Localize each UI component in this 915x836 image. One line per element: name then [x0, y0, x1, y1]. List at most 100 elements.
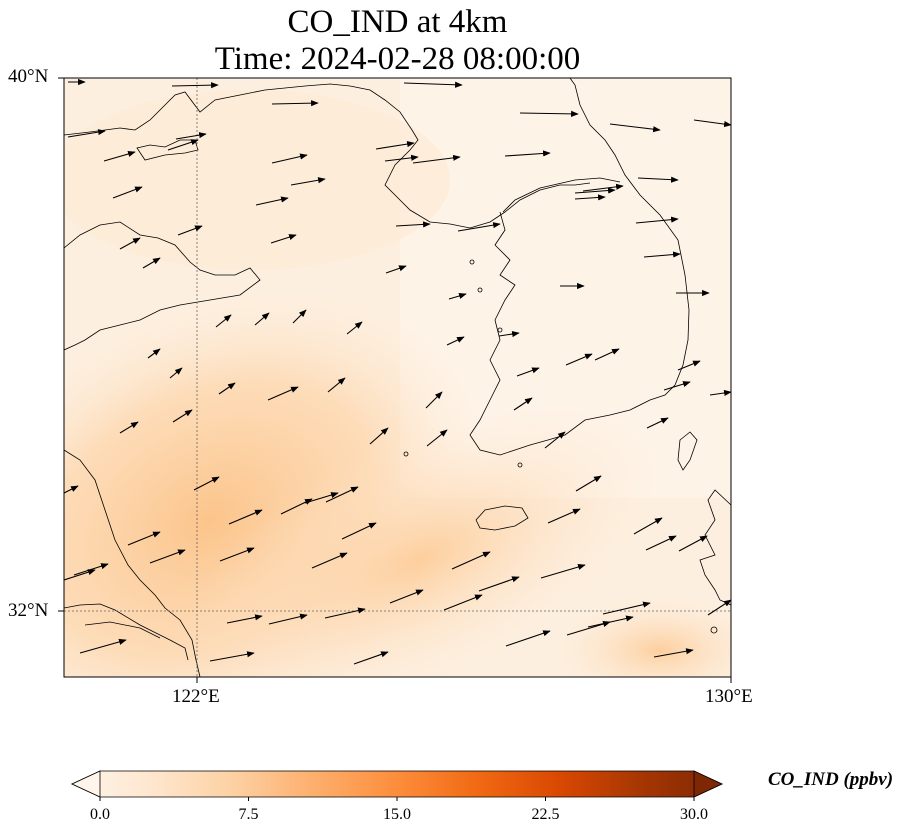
wind-arrow — [582, 183, 624, 192]
wind-arrow — [268, 613, 308, 625]
wind-arrow — [169, 367, 183, 379]
wind-arrow — [504, 150, 551, 157]
wind-arrow — [292, 309, 307, 324]
wind-arrow — [519, 110, 579, 117]
wind-arrow — [540, 564, 586, 579]
wind-arrow — [574, 187, 616, 194]
wind-arrow — [209, 651, 255, 662]
wind-arrow — [587, 615, 634, 628]
wind-arrow — [635, 216, 679, 224]
coastlines — [64, 78, 731, 677]
wind-arrow — [171, 82, 219, 89]
wind-arrow — [67, 129, 106, 138]
wind-arrow — [457, 222, 501, 232]
wind-arrow — [127, 531, 161, 546]
wind-arrow — [443, 594, 483, 611]
colorbar-tick-7-5: 7.5 — [238, 806, 259, 823]
wind-arrow — [609, 123, 661, 133]
wind-arrow — [226, 614, 263, 624]
wind-arrow — [645, 535, 677, 551]
wind-arrow — [637, 176, 679, 183]
wind-arrow — [677, 360, 701, 371]
gridlines — [64, 78, 731, 677]
wind-arrow — [147, 348, 161, 359]
map-title: CO_IND at 4km — [287, 4, 508, 40]
wind-arrow — [389, 589, 424, 604]
lon-tick-122e: 122°E — [172, 686, 220, 707]
wind-arrow — [574, 194, 606, 201]
wind-arrow — [547, 508, 581, 524]
colorbar-tick-22-5: 22.5 — [531, 806, 560, 823]
wind-arrow — [290, 177, 326, 186]
wind-arrow — [395, 221, 431, 228]
wind-arrow — [426, 429, 448, 447]
wind-arrow — [403, 81, 463, 88]
wind-arrow — [119, 421, 139, 434]
colorbar-extend-min — [71, 770, 101, 798]
wind-arrow — [167, 139, 199, 151]
wind-arrow — [646, 417, 669, 429]
wind-arrow — [271, 100, 319, 107]
wind-arrow — [327, 377, 346, 393]
wind-arrow — [384, 154, 419, 162]
wind-arrow — [142, 257, 161, 269]
colorbar-tick-0: 0.0 — [90, 806, 110, 823]
wind-arrow — [79, 638, 127, 654]
wind-arrow — [304, 492, 339, 504]
wind-arrow — [385, 265, 407, 274]
wind-arrow — [709, 389, 731, 397]
wind-arrow — [346, 321, 363, 335]
wind-arrow — [478, 576, 520, 592]
colorbar-bar — [71, 770, 723, 798]
wind-arrow — [594, 348, 620, 361]
lat-tick-32n: 32°N — [8, 600, 49, 621]
wind-arrow — [425, 391, 443, 409]
wind-arrow — [175, 132, 207, 140]
wind-arrow — [73, 563, 109, 576]
wind-arrow — [218, 382, 236, 395]
wind-arrow — [369, 427, 389, 445]
wind-arrow — [575, 475, 602, 492]
wind-arrow — [119, 237, 141, 250]
colorbar-extend-max — [693, 770, 723, 798]
wind-arrow — [516, 367, 540, 377]
wind-arrow — [228, 509, 263, 525]
wind-arrow — [663, 381, 691, 391]
wind-arrow — [193, 476, 220, 491]
wind-arrow — [280, 498, 313, 515]
wind-arrow — [271, 153, 308, 164]
wind-arrow — [254, 312, 270, 326]
wind-arrow — [565, 353, 593, 366]
wind-arrow — [498, 330, 520, 338]
wind-arrow — [353, 651, 389, 665]
wind-arrow — [653, 648, 694, 658]
map-frame — [63, 77, 732, 678]
wind-arrow — [633, 517, 663, 535]
wind-arrow — [267, 386, 299, 401]
wind-arrow — [324, 607, 366, 619]
wind-arrow — [270, 234, 297, 244]
wind-arrow — [412, 154, 461, 164]
colorbar-label: CO_IND (ppbv) — [768, 769, 894, 790]
wind-arrow — [451, 551, 491, 570]
wind-arrow — [325, 486, 359, 503]
wind-arrow — [64, 485, 79, 494]
wind-arrow — [64, 569, 96, 581]
wind-arrow — [678, 535, 708, 552]
wind-arrow — [513, 397, 533, 411]
wind-arrow — [311, 552, 348, 569]
wind-arrow — [505, 630, 551, 647]
map-subtitle-time: Time: 2024-02-28 08:00:00 — [214, 41, 581, 77]
wind-arrow — [341, 522, 377, 540]
wind-arrow — [177, 225, 203, 236]
lon-tick-130e: 130°E — [705, 686, 753, 707]
wind-vectors — [64, 78, 731, 665]
lat-tick-40n: 40°N — [8, 66, 49, 87]
wind-arrow — [219, 547, 255, 562]
wind-arrow — [643, 251, 681, 258]
wind-arrow — [112, 186, 143, 199]
colorbar — [71, 770, 723, 801]
wind-arrow — [707, 599, 731, 616]
wind-arrow — [544, 431, 566, 449]
